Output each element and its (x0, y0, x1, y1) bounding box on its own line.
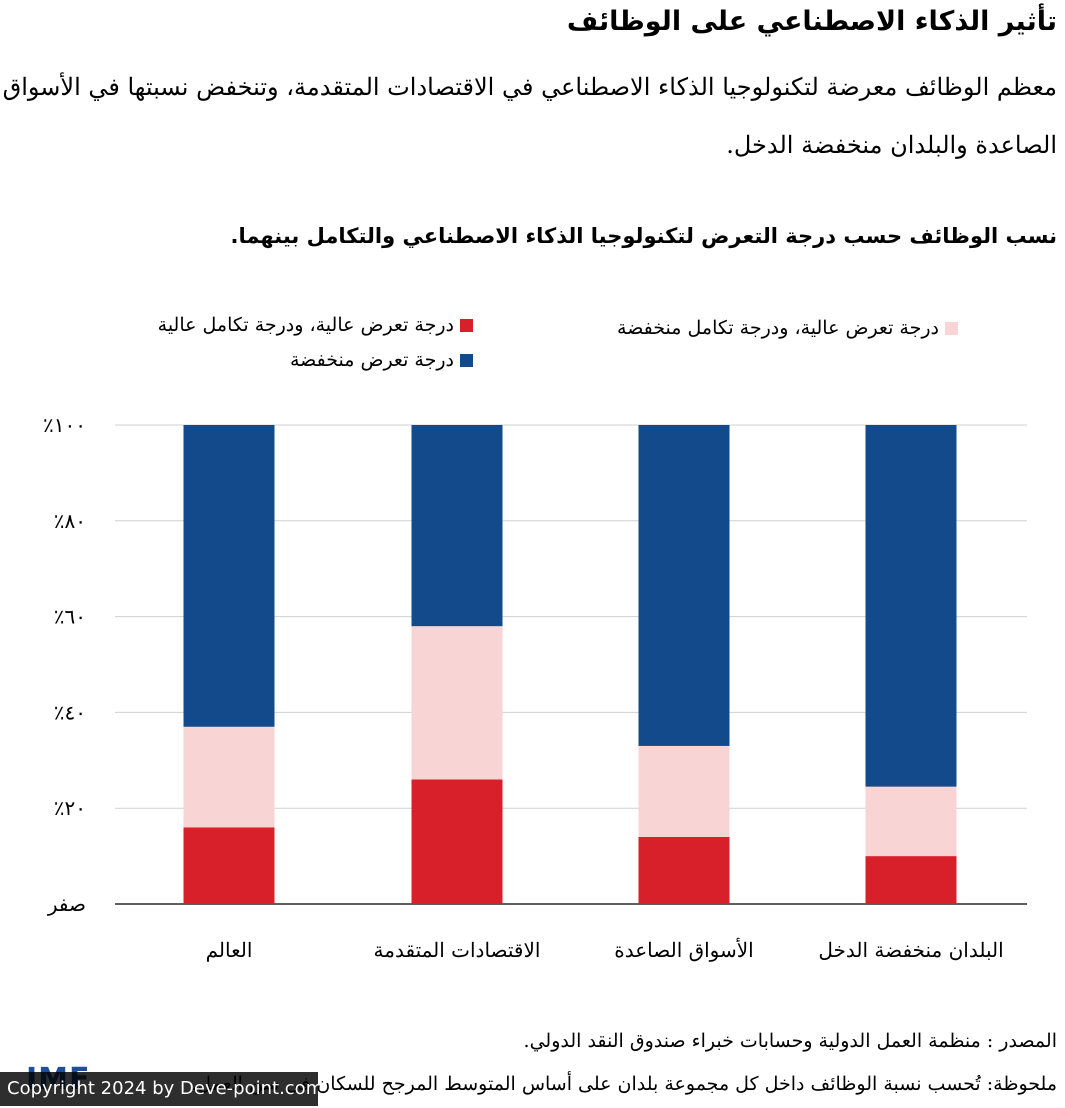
x-category-label: الاقتصادات المتقدمة (374, 938, 541, 962)
y-tick-label: ٪١٠٠ (43, 413, 86, 437)
y-tick-label: ٪٨٠ (54, 509, 86, 533)
legend-label: درجة تعرض عالية، ودرجة تكامل منخفضة (617, 317, 939, 339)
bar-segment-3 (411, 425, 503, 627)
page-subtitle: معظم الوظائف معرضة لتكنولوجيا الذكاء الا… (2, 73, 1057, 159)
bar-segment-2 (865, 786, 957, 857)
chart-title: نسب الوظائف حسب درجة التعرض لتكنولوجيا ا… (230, 224, 1057, 248)
bar-segment-2 (411, 626, 503, 780)
y-tick-label: ٪٦٠ (54, 605, 86, 629)
copyright-watermark: Copyright 2024 by Deve-point.com (0, 1072, 318, 1106)
legend-swatch-red (460, 318, 473, 332)
bars (183, 425, 957, 904)
bar-segment-1 (411, 779, 503, 904)
legend-label: درجة تعرض عالية، ودرجة تكامل عالية (157, 314, 454, 336)
legend-item-high-exposure-high-complementarity: درجة تعرض عالية، ودرجة تكامل عالية (158, 312, 473, 338)
y-tick-label: ٪٢٠ (54, 796, 86, 820)
footnote: ملحوظة: تُحسب نسبة الوظائف داخل كل مجموع… (191, 1073, 1057, 1095)
x-category-label: البلدان منخفضة الدخل (818, 938, 1003, 962)
bar-segment-2 (638, 745, 730, 837)
legend-item-high-exposure-low-complementarity: درجة تعرض عالية، ودرجة تكامل منخفضة (617, 315, 958, 341)
y-tick-label: ٪٤٠ (54, 700, 86, 724)
axis-labels: صفر ٪٢٠ ٪٤٠ ٪٦٠ ٪٨٠ ٪١٠٠ العالم الاقتصادات المت… (43, 413, 1004, 962)
source-note: المصدر : منظمة العمل الدولية وحسابات خبر… (523, 1030, 1057, 1052)
page-title: تأثير الذكاء الاصطناعي على الوظائف (566, 6, 1057, 37)
stacked-bar-chart: صفر ٪٢٠ ٪٤٠ ٪٦٠ ٪٨٠ ٪١٠٠ العالم الاقتصادات المت… (43, 413, 1027, 962)
legend-label: درجة تعرض منخفضة (289, 349, 454, 371)
y-tick-label: صفر (47, 892, 86, 916)
bar-segment-3 (183, 425, 275, 727)
bar-segment-1 (865, 856, 957, 904)
x-category-label: العالم (206, 938, 253, 962)
legend-swatch-blue (460, 353, 473, 367)
bar-segment-1 (183, 827, 275, 904)
legend-swatch-pink (945, 321, 958, 335)
bar-segment-1 (638, 836, 730, 904)
bar-segment-2 (183, 726, 275, 828)
bar-segment-3 (865, 425, 957, 787)
legend-item-low-exposure: درجة تعرض منخفضة (290, 347, 473, 373)
bar-segment-3 (638, 425, 730, 746)
x-category-label: الأسواق الصاعدة (614, 937, 753, 962)
